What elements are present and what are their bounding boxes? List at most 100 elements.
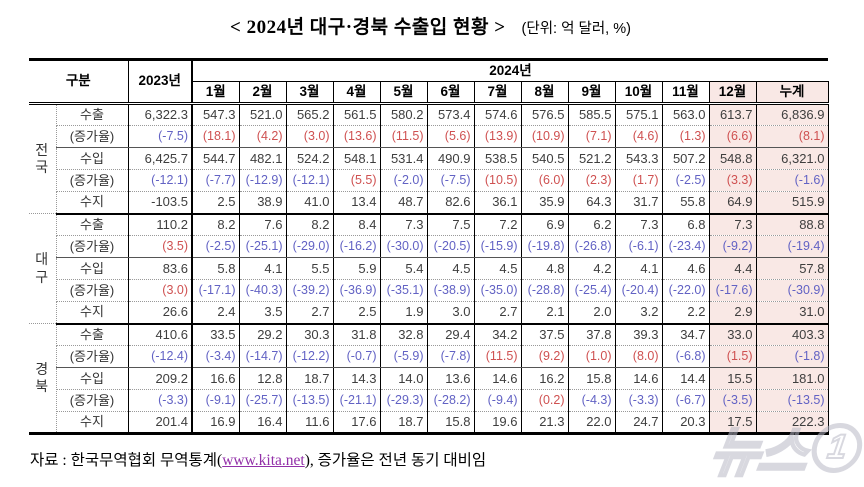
growth-cell: (4.2) bbox=[239, 125, 287, 148]
measure-label: 수출 bbox=[56, 103, 129, 126]
growth-cell: (-20.4) bbox=[615, 279, 663, 302]
measure-label: (증가율) bbox=[56, 125, 129, 148]
value-cell: 31.8 bbox=[333, 323, 381, 346]
growth-cell: (1.0) bbox=[568, 345, 616, 368]
value-cell: 32.8 bbox=[380, 323, 428, 346]
value-cell: 3.2 bbox=[615, 301, 663, 325]
table-row: 전 국 수출 6,322.3 547.3 521.0 565.2 561.5 580.2 573… bbox=[29, 103, 829, 214]
value-cell: 4.4 bbox=[709, 257, 757, 280]
value-cell: 6,322.3 bbox=[128, 103, 193, 126]
value-cell: 538.5 bbox=[474, 147, 522, 170]
value-cell: 531.4 bbox=[380, 147, 428, 170]
value-cell: 5.8 bbox=[192, 257, 240, 280]
growth-cell: (-1.6) bbox=[756, 169, 829, 192]
month-header-6: 6월 bbox=[427, 81, 475, 105]
header-row-year: 구분 2023년 2024년 bbox=[29, 58, 828, 105]
value-cell: 35.9 bbox=[521, 191, 569, 215]
value-cell: 2.5 bbox=[333, 301, 381, 325]
month-header-8: 8월 bbox=[521, 81, 569, 105]
column-header-2024: 2024년 bbox=[192, 58, 828, 82]
growth-cell: (-35.1) bbox=[380, 279, 428, 302]
growth-cell: (5.5) bbox=[333, 169, 381, 192]
growth-cell: (5.6) bbox=[427, 125, 475, 148]
growth-cell: (-12.2) bbox=[286, 345, 334, 368]
growth-cell: (-15.9) bbox=[474, 235, 522, 258]
region-label: 경 북 bbox=[29, 323, 57, 435]
growth-cell: (-39.2) bbox=[286, 279, 334, 302]
growth-cell: (-4.3) bbox=[568, 389, 616, 412]
value-cell: 22.0 bbox=[568, 411, 616, 435]
value-cell: 613.7 bbox=[709, 103, 757, 126]
value-cell: 561.5 bbox=[333, 103, 381, 126]
header-row-months: 1월 2월 3월 4월 5월 6월 7월 8월 9월 10월 11월 12월 누계 bbox=[29, 81, 829, 105]
value-cell: -103.5 bbox=[128, 191, 193, 215]
table-row: (증가율) (-12.4) (-3.4) (-14.7) (-12.2) (-0.7) (-… bbox=[29, 345, 829, 368]
month-header-7: 7월 bbox=[474, 81, 522, 105]
value-cell: 209.2 bbox=[128, 367, 193, 390]
value-cell: 4.8 bbox=[521, 257, 569, 280]
value-cell: 20.3 bbox=[662, 411, 710, 435]
growth-cell: (-16.2) bbox=[333, 235, 381, 258]
value-cell: 16.2 bbox=[521, 367, 569, 390]
value-cell: 2.7 bbox=[474, 301, 522, 325]
value-cell: 544.7 bbox=[192, 147, 240, 170]
value-cell: 201.4 bbox=[128, 411, 193, 435]
value-cell: 34.7 bbox=[662, 323, 710, 346]
growth-cell: (-23.4) bbox=[662, 235, 710, 258]
table-row: (증가율) (3.0) (-17.1) (-40.3) (-39.2) (-36.9) (-… bbox=[29, 279, 829, 302]
value-cell: 2.1 bbox=[521, 301, 569, 325]
growth-cell: (-5.9) bbox=[380, 345, 428, 368]
value-cell: 7.2 bbox=[474, 213, 522, 236]
value-cell: 14.0 bbox=[380, 367, 428, 390]
page-title: < 2024년 대구·경북 수출입 현황 > bbox=[230, 17, 506, 38]
growth-cell: (3.0) bbox=[286, 125, 334, 148]
month-header-13: 누계 bbox=[756, 81, 829, 105]
month-header-12: 12월 bbox=[709, 81, 757, 105]
value-cell: 12.8 bbox=[239, 367, 287, 390]
value-cell: 30.3 bbox=[286, 323, 334, 346]
measure-label: (증가율) bbox=[56, 345, 129, 368]
value-cell: 26.6 bbox=[128, 301, 193, 325]
value-cell: 7.3 bbox=[380, 213, 428, 236]
growth-cell: (-28.2) bbox=[427, 389, 475, 412]
value-cell: 13.4 bbox=[333, 191, 381, 215]
value-cell: 33.0 bbox=[709, 323, 757, 346]
value-cell: 14.3 bbox=[333, 367, 381, 390]
value-cell: 490.9 bbox=[427, 147, 475, 170]
month-header-11: 11월 bbox=[662, 81, 710, 105]
kita-link[interactable]: www.kita.net bbox=[222, 452, 305, 469]
growth-cell: (11.5) bbox=[380, 125, 428, 148]
measure-label: (증가율) bbox=[56, 235, 129, 258]
value-cell: 6,425.7 bbox=[128, 147, 193, 170]
value-cell: 17.6 bbox=[333, 411, 381, 435]
value-cell: 4.5 bbox=[474, 257, 522, 280]
growth-cell: (1.7) bbox=[615, 169, 663, 192]
growth-cell: (0.2) bbox=[521, 389, 569, 412]
value-cell: 15.8 bbox=[427, 411, 475, 435]
value-cell: 7.3 bbox=[615, 213, 663, 236]
value-cell: 36.1 bbox=[474, 191, 522, 215]
growth-cell: (7.1) bbox=[568, 125, 616, 148]
growth-cell: (-2.5) bbox=[662, 169, 710, 192]
region-label: 대 구 bbox=[29, 213, 57, 324]
value-cell: 6.8 bbox=[662, 213, 710, 236]
measure-label: (증가율) bbox=[56, 389, 129, 412]
table-row: 수지 201.4 16.9 16.4 11.6 17.6 18.7 15.8 19.6 21.3 2… bbox=[29, 411, 829, 435]
growth-cell: (-40.3) bbox=[239, 279, 287, 302]
table-row: (증가율) (-7.5) (18.1) (4.2) (3.0) (13.6) (11.5)(… bbox=[29, 125, 829, 148]
growth-cell: (3.5) bbox=[128, 235, 193, 258]
measure-label: 수지 bbox=[56, 191, 129, 215]
value-cell: 34.2 bbox=[474, 323, 522, 346]
table-row: 경 북 수출 410.6 33.5 29.2 30.3 31.8 32.8 29.4 34.2 37… bbox=[29, 323, 829, 435]
value-cell: 18.7 bbox=[286, 367, 334, 390]
growth-cell: (1.5) bbox=[709, 345, 757, 368]
value-cell: 64.9 bbox=[709, 191, 757, 215]
measure-label: 수지 bbox=[56, 301, 129, 325]
growth-cell: (-22.0) bbox=[662, 279, 710, 302]
table-row: (증가율) (3.5) (-2.5) (-25.1) (-29.0) (-16.2) (-3… bbox=[29, 235, 829, 258]
growth-cell: (-38.9) bbox=[427, 279, 475, 302]
value-cell: 16.4 bbox=[239, 411, 287, 435]
measure-label: (증가율) bbox=[56, 169, 129, 192]
table-row: (증가율) (-12.1) (-7.7) (-12.9) (-12.1) (5.5) (-2… bbox=[29, 169, 829, 192]
growth-cell: (13.9) bbox=[474, 125, 522, 148]
